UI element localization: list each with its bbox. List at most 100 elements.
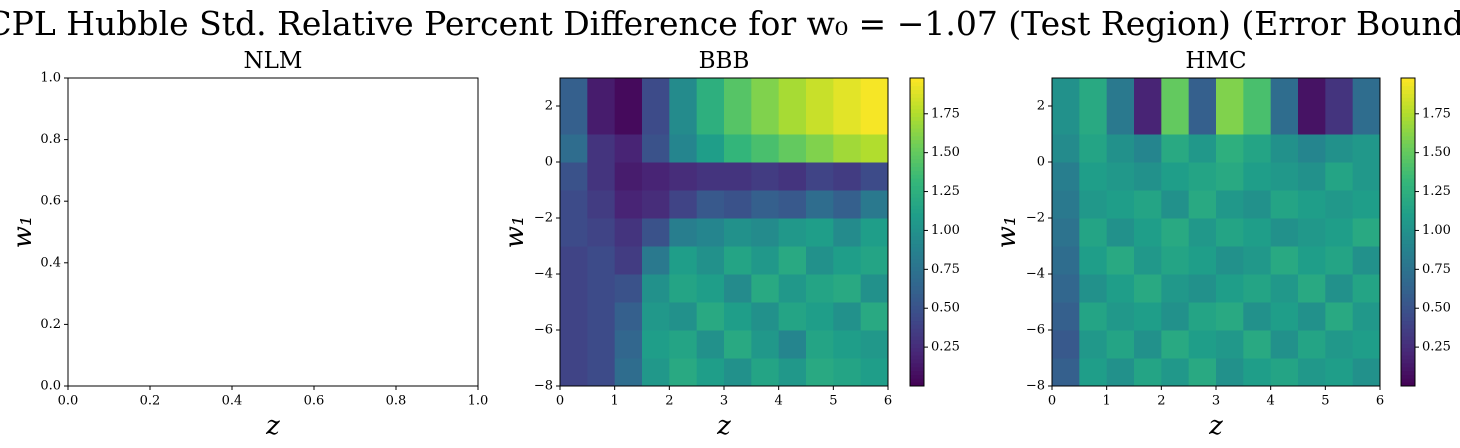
heatmap-cell bbox=[1161, 274, 1190, 303]
heatmap-cell bbox=[1188, 302, 1217, 331]
colorbar-segment bbox=[1401, 239, 1415, 245]
heatmap-cell bbox=[587, 78, 616, 107]
heatmap-cell bbox=[1298, 78, 1326, 107]
colorbar-segment bbox=[1401, 324, 1415, 329]
colorbar-segment bbox=[1401, 120, 1415, 125]
colorbar-segment bbox=[910, 181, 924, 187]
colorbar-segment bbox=[1401, 189, 1415, 194]
heatmap-cell bbox=[860, 134, 889, 163]
heatmap-cell bbox=[669, 218, 698, 247]
heatmap-cell bbox=[1161, 302, 1190, 331]
heatmap-cell bbox=[1161, 78, 1190, 107]
colorbar-segment bbox=[1401, 220, 1415, 225]
colorbar-segment bbox=[910, 185, 924, 191]
heatmap-cell bbox=[669, 134, 698, 163]
heatmap-cell bbox=[1161, 358, 1190, 387]
colorbar-segment bbox=[1401, 335, 1415, 341]
colorbar-segment bbox=[1401, 224, 1415, 229]
colorbar-segment bbox=[910, 166, 924, 171]
y-tick-label: 0.0 bbox=[40, 379, 61, 394]
heatmap-cell bbox=[833, 134, 862, 163]
colorbar-segment bbox=[910, 120, 924, 125]
heatmap-cell bbox=[833, 218, 862, 247]
heatmap-cell bbox=[1352, 190, 1381, 219]
heatmap-cell bbox=[1270, 190, 1299, 219]
heatmap-cell bbox=[1352, 246, 1381, 275]
colorbar-segment bbox=[1401, 205, 1415, 210]
heatmap-cell bbox=[1352, 302, 1381, 331]
colorbar-segment bbox=[1401, 124, 1415, 129]
heatmap-cell bbox=[833, 78, 862, 107]
heatmap-cell bbox=[1298, 134, 1326, 163]
colorbar-segment bbox=[1401, 155, 1415, 160]
colorbar-segment bbox=[910, 85, 924, 91]
heatmap-cell bbox=[1079, 106, 1108, 135]
heatmap-cell bbox=[833, 302, 862, 331]
colorbar-segment bbox=[910, 108, 924, 114]
x-tick-label: 4 bbox=[775, 394, 783, 409]
colorbar-segment bbox=[910, 359, 924, 364]
colorbar-segment bbox=[1401, 285, 1415, 291]
heatmap-cell bbox=[778, 246, 807, 275]
axes-title: BBB bbox=[699, 48, 750, 74]
colorbar-segment bbox=[1401, 128, 1415, 133]
heatmap-cell bbox=[696, 218, 725, 247]
axes-frame bbox=[67, 77, 479, 387]
colorbar-segment bbox=[1401, 312, 1415, 318]
heatmap-cell bbox=[1243, 190, 1272, 219]
heatmap-cell bbox=[1079, 302, 1108, 331]
y-tick-label: −2 bbox=[534, 211, 553, 226]
colorbar-segment bbox=[1401, 174, 1415, 179]
heatmap-cell bbox=[751, 162, 780, 191]
heatmap-cell bbox=[696, 162, 725, 191]
heatmap-cell bbox=[1352, 358, 1381, 387]
colorbar-segment bbox=[910, 258, 924, 264]
colorbar-segment bbox=[1401, 297, 1415, 302]
colorbar-segment bbox=[1401, 93, 1415, 98]
heatmap-cell bbox=[860, 162, 889, 191]
colorbar-segment bbox=[1401, 339, 1415, 345]
colorbar-segment bbox=[1401, 166, 1415, 171]
heatmap-cell bbox=[1270, 358, 1299, 387]
heatmap-cell bbox=[860, 330, 889, 359]
y-tick-label: 0.8 bbox=[40, 132, 61, 147]
heatmap-cell bbox=[669, 106, 698, 135]
heatmap-cell bbox=[806, 162, 834, 191]
heatmap-cell bbox=[1161, 246, 1190, 275]
axes-title: HMC bbox=[1185, 48, 1246, 74]
heatmap-cell bbox=[1134, 330, 1162, 359]
heatmap-cell bbox=[696, 78, 725, 107]
colorbar-segment bbox=[910, 370, 924, 375]
colorbar-segment bbox=[1401, 197, 1415, 202]
heatmap-cell bbox=[833, 330, 862, 359]
heatmap-cell bbox=[1106, 78, 1135, 107]
heatmap-cell bbox=[1134, 302, 1162, 331]
heatmap-cell bbox=[724, 302, 752, 331]
colorbar-segment bbox=[1401, 347, 1415, 352]
colorbar-segment bbox=[1401, 355, 1415, 360]
heatmap-cell bbox=[751, 274, 780, 303]
colorbar-segment bbox=[910, 351, 924, 356]
heatmap-cell bbox=[560, 330, 588, 359]
heatmap-cell bbox=[1188, 246, 1217, 275]
colorbar-segment bbox=[1401, 374, 1415, 379]
x-tick-label: 0.4 bbox=[222, 394, 243, 409]
colorbar-segment bbox=[910, 97, 924, 102]
heatmap-cell bbox=[1134, 246, 1162, 275]
colorbar-segment bbox=[1401, 262, 1415, 268]
heatmap-cell bbox=[1298, 162, 1326, 191]
heatmap-cell bbox=[587, 330, 616, 359]
colorbar-segment bbox=[1401, 270, 1415, 275]
heatmap-cell bbox=[1325, 78, 1354, 107]
x-tick-label: 6 bbox=[884, 394, 892, 409]
heatmap-cell bbox=[1216, 330, 1244, 359]
heatmap-cell bbox=[1243, 330, 1272, 359]
colorbar-segment bbox=[910, 282, 924, 287]
colorbar-segment bbox=[1401, 382, 1415, 387]
figure-title: CPL Hubble Std. Relative Percent Differe… bbox=[0, 4, 1460, 43]
heatmap-cell bbox=[860, 218, 889, 247]
colorbar-segment bbox=[1401, 112, 1415, 117]
heatmap-cell bbox=[1079, 246, 1108, 275]
heatmap-cell bbox=[1325, 302, 1354, 331]
